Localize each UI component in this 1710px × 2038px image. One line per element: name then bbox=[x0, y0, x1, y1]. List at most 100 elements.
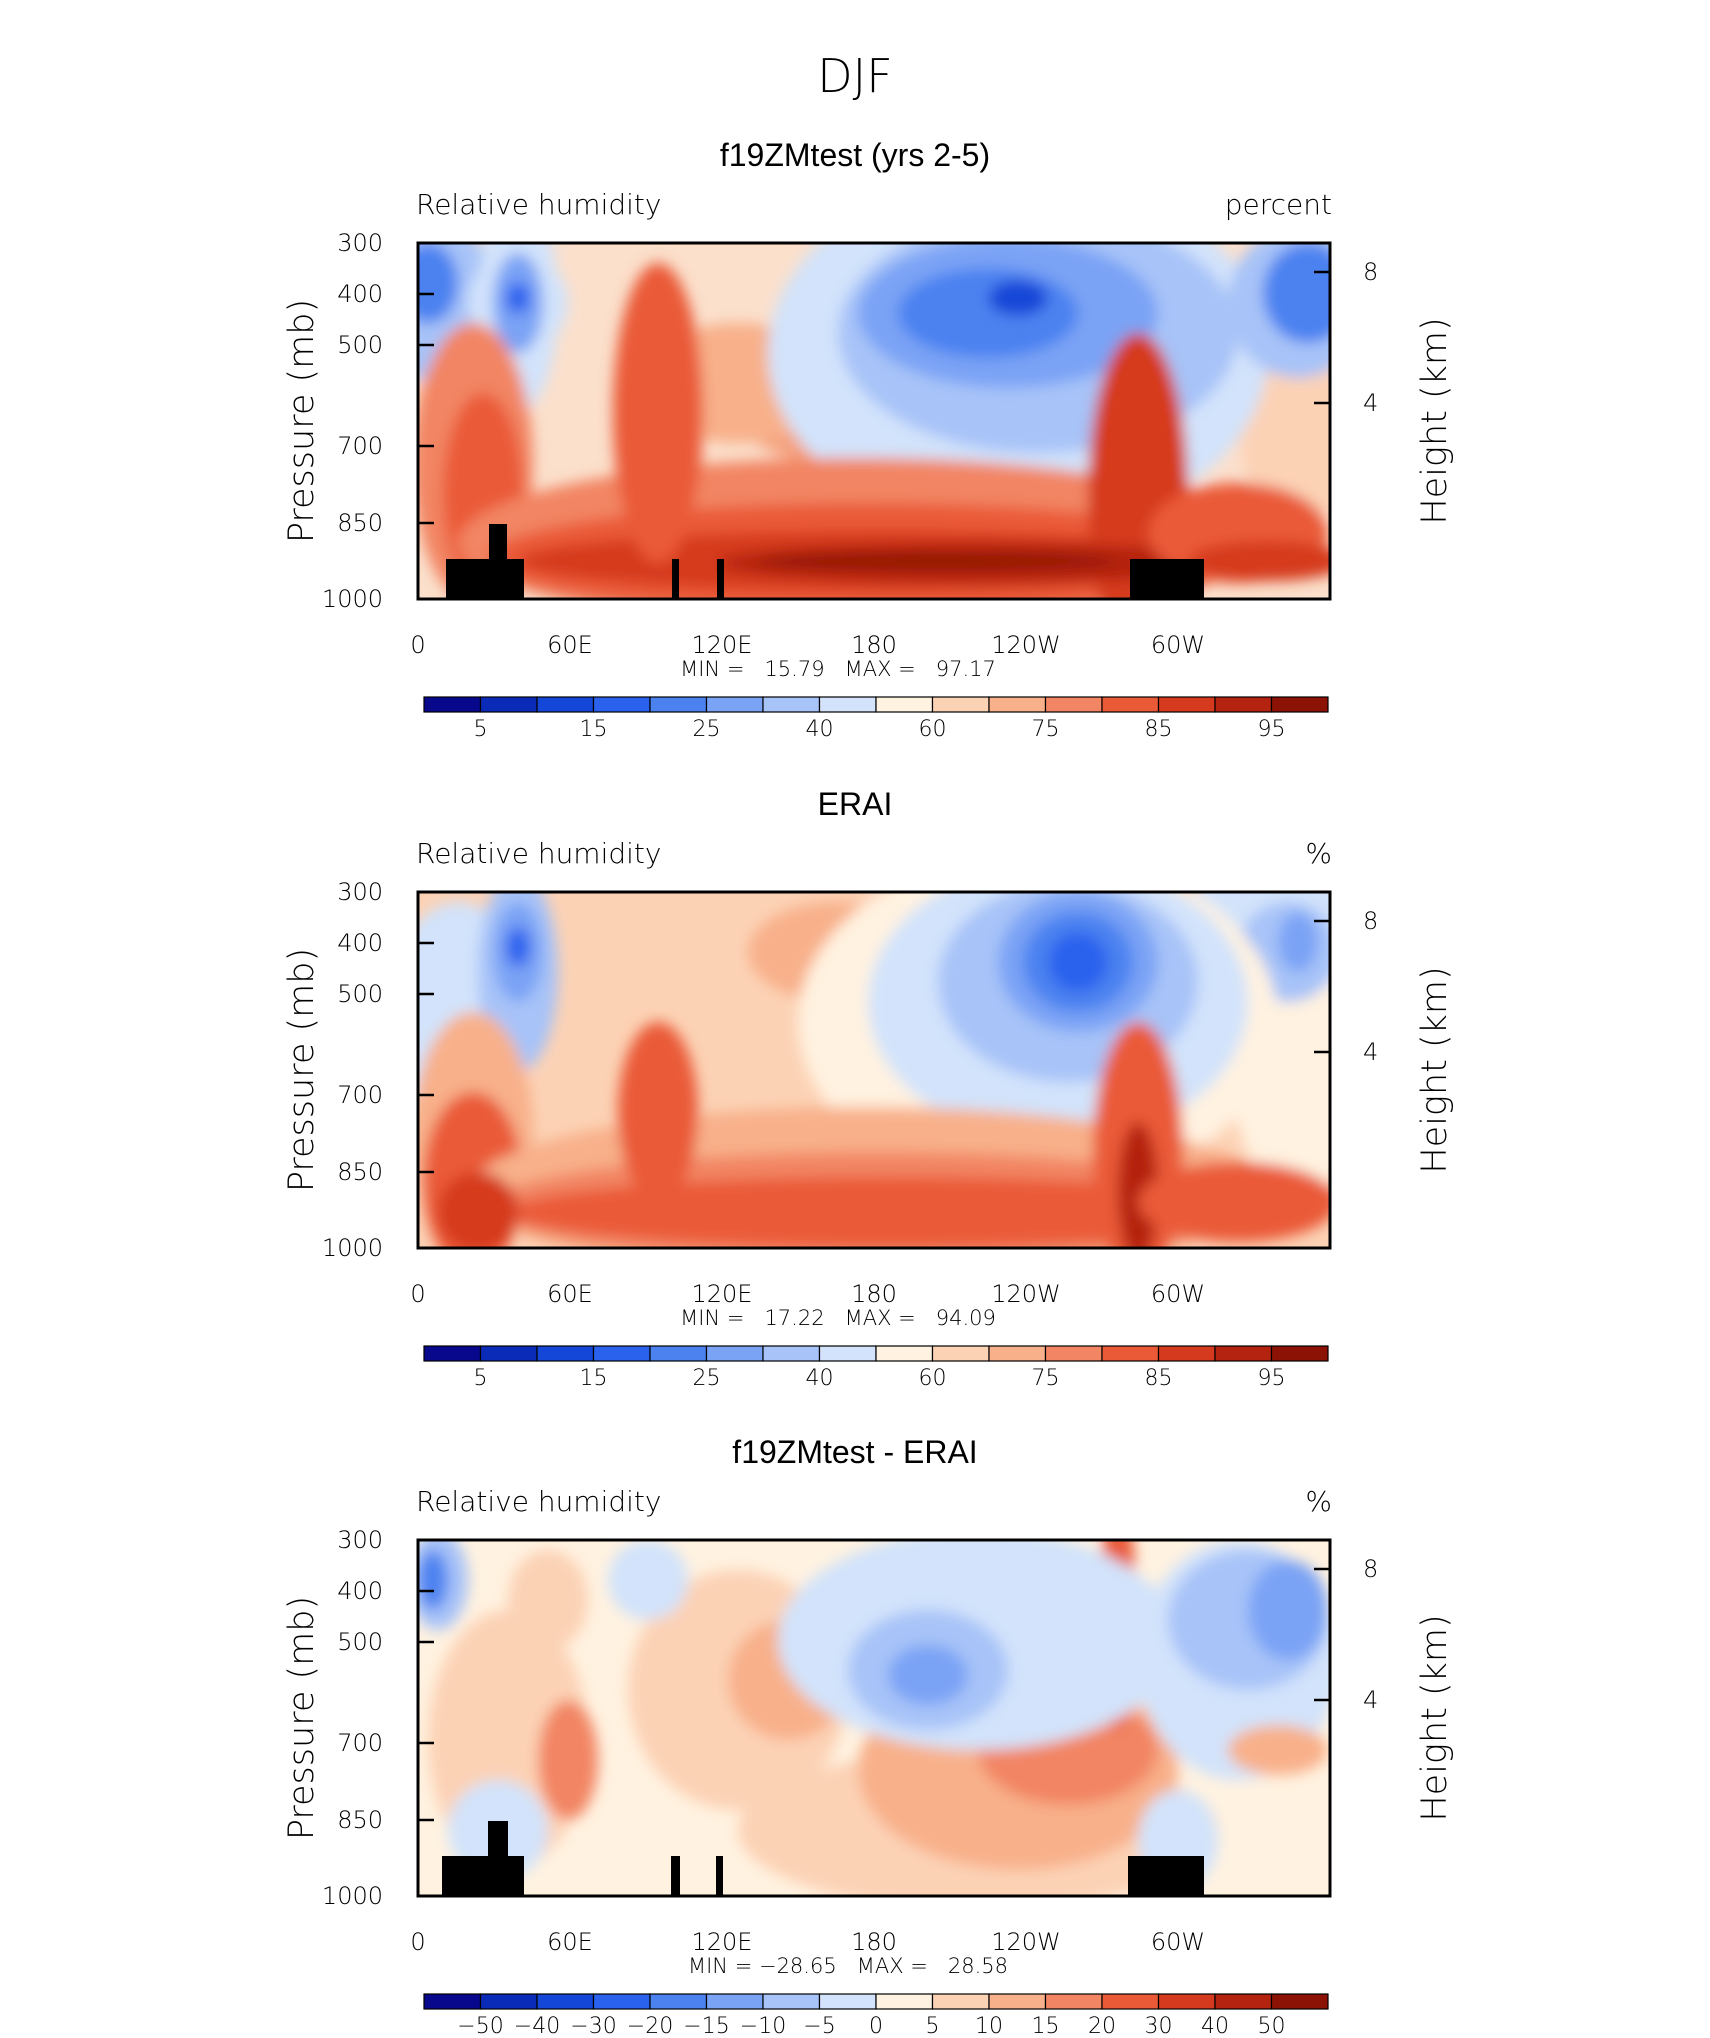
panel-title: f19ZMtest (yrs 2-5) bbox=[720, 137, 990, 173]
colorbar-label: 85 bbox=[1145, 717, 1173, 742]
colorbar-box bbox=[1044, 696, 1103, 713]
colorbar-box bbox=[762, 1993, 821, 2010]
colorbar-label: 5 bbox=[474, 1366, 488, 1391]
panel-obs: ERAI Relative humidity % bbox=[282, 786, 1455, 1330]
colorbar-label: 15 bbox=[1032, 2014, 1060, 2038]
colorbar-label: 20 bbox=[1088, 2014, 1116, 2038]
colorbar-label: −20 bbox=[627, 2014, 673, 2038]
min-max-stats: MIN = −28.65 MAX = 28.58 bbox=[688, 1954, 1008, 1978]
tick-label: 300 bbox=[337, 878, 383, 906]
y-axis-label-right: Height (km) bbox=[1415, 317, 1455, 524]
figure-title: DJF bbox=[817, 49, 892, 103]
colorbar-box bbox=[931, 1345, 990, 1362]
colorbar-label: −10 bbox=[740, 2014, 786, 2038]
colorbar-label: 15 bbox=[580, 1366, 608, 1391]
colorbar-box bbox=[1270, 1993, 1329, 2010]
x-axis: 0 60E 120E 180 120W 60W bbox=[410, 1928, 1205, 1956]
colorbar-label: 60 bbox=[919, 1366, 947, 1391]
tick-label: 1000 bbox=[322, 1234, 383, 1262]
tick-label: 4 bbox=[1363, 1686, 1378, 1714]
colorbar-label: 25 bbox=[693, 1366, 721, 1391]
colorbar-box bbox=[988, 1345, 1047, 1362]
colorbar-label: −50 bbox=[457, 2014, 503, 2038]
colorbar-label: −30 bbox=[570, 2014, 616, 2038]
colorbar-box bbox=[705, 1993, 764, 2010]
x-axis: 0 60E 120E 180 120W 60W bbox=[410, 631, 1205, 659]
topography bbox=[446, 524, 1204, 599]
colorbar-box bbox=[536, 1345, 595, 1362]
colorbar-label: 60 bbox=[919, 717, 947, 742]
plot-frame bbox=[416, 1538, 1332, 1898]
colorbar-label: 75 bbox=[1032, 717, 1060, 742]
tick-label: 120E bbox=[692, 631, 753, 659]
colorbar-box bbox=[592, 1993, 651, 2010]
tick-label: 4 bbox=[1363, 389, 1378, 417]
colorbar-model: 5 15 25 40 60 75 85 95 bbox=[423, 696, 1329, 742]
tick-label: 8 bbox=[1363, 258, 1378, 286]
colorbar-label: 95 bbox=[1258, 1366, 1286, 1391]
tick-label: 180 bbox=[851, 1280, 897, 1308]
y-axis-right: 8 4 bbox=[1314, 1555, 1378, 1714]
tick-label: 120W bbox=[991, 1928, 1061, 1956]
tick-label: 120W bbox=[991, 1280, 1061, 1308]
colorbar-label: 15 bbox=[580, 717, 608, 742]
colorbar-box bbox=[762, 1345, 821, 1362]
tick-label: 60W bbox=[1151, 631, 1205, 659]
tick-label: 400 bbox=[337, 1577, 383, 1605]
colorbar-box bbox=[818, 1993, 877, 2010]
colorbar-box bbox=[592, 1345, 651, 1362]
x-axis: 0 60E 120E 180 120W 60W bbox=[410, 1280, 1205, 1308]
tick-label: 60E bbox=[547, 1928, 593, 1956]
colorbar-box bbox=[988, 1993, 1047, 2010]
colorbar-label: 10 bbox=[975, 2014, 1003, 2038]
plot-frame bbox=[416, 241, 1332, 601]
colorbar-label: 40 bbox=[806, 1366, 834, 1391]
units-label: percent bbox=[1225, 188, 1332, 221]
variable-label: Relative humidity bbox=[416, 188, 661, 221]
tick-label: 850 bbox=[337, 1806, 383, 1834]
contour-field bbox=[418, 1540, 1330, 1896]
y-axis-label: Pressure (mb) bbox=[282, 299, 322, 543]
variable-label: Relative humidity bbox=[416, 837, 661, 870]
colorbar-label: 50 bbox=[1258, 2014, 1286, 2038]
colorbar-box bbox=[705, 1345, 764, 1362]
tick-label: 300 bbox=[337, 1526, 383, 1554]
colorbar-box bbox=[1101, 1993, 1160, 2010]
tick-label: 180 bbox=[851, 1928, 897, 1956]
tick-label: 60E bbox=[547, 631, 593, 659]
tick-label: 400 bbox=[337, 929, 383, 957]
panel-title: f19ZMtest - ERAI bbox=[732, 1434, 977, 1470]
tick-label: 180 bbox=[851, 631, 897, 659]
tick-label: 850 bbox=[337, 509, 383, 537]
colorbar-label: 30 bbox=[1145, 2014, 1173, 2038]
colorbar-box bbox=[649, 1345, 708, 1362]
colorbar-box bbox=[762, 696, 821, 713]
tick-label: 500 bbox=[337, 1628, 383, 1656]
colorbar-label: 75 bbox=[1032, 1366, 1060, 1391]
colorbar-box bbox=[1044, 1993, 1103, 2010]
colorbar-box bbox=[1270, 1345, 1329, 1362]
tick-label: 0 bbox=[410, 1280, 425, 1308]
y-axis-right: 8 4 bbox=[1314, 258, 1378, 417]
colorbar-box bbox=[1157, 1345, 1216, 1362]
tick-label: 400 bbox=[337, 280, 383, 308]
tick-label: 60E bbox=[547, 1280, 593, 1308]
units-label: % bbox=[1305, 1485, 1332, 1518]
colorbar-box bbox=[423, 1345, 482, 1362]
y-axis-label: Pressure (mb) bbox=[282, 1596, 322, 1840]
y-axis-label: Pressure (mb) bbox=[282, 948, 322, 1192]
colorbar-box bbox=[592, 696, 651, 713]
colorbar-box bbox=[1214, 1993, 1273, 2010]
panel-diff: f19ZMtest - ERAI Relative humidity % bbox=[282, 1434, 1455, 1978]
tick-label: 8 bbox=[1363, 907, 1378, 935]
tick-label: 1000 bbox=[322, 1882, 383, 1910]
colorbar-box bbox=[423, 1993, 482, 2010]
tick-label: 120E bbox=[692, 1280, 753, 1308]
colorbar-box bbox=[931, 1993, 990, 2010]
colorbar-obs: 5 15 25 40 60 75 85 95 bbox=[423, 1345, 1329, 1391]
min-max-stats: MIN = 17.22 MAX = 94.09 bbox=[680, 1306, 996, 1330]
colorbar-box bbox=[536, 1993, 595, 2010]
colorbar-box bbox=[649, 1993, 708, 2010]
colorbar-label: 40 bbox=[1201, 2014, 1229, 2038]
colorbar-box bbox=[423, 696, 482, 713]
